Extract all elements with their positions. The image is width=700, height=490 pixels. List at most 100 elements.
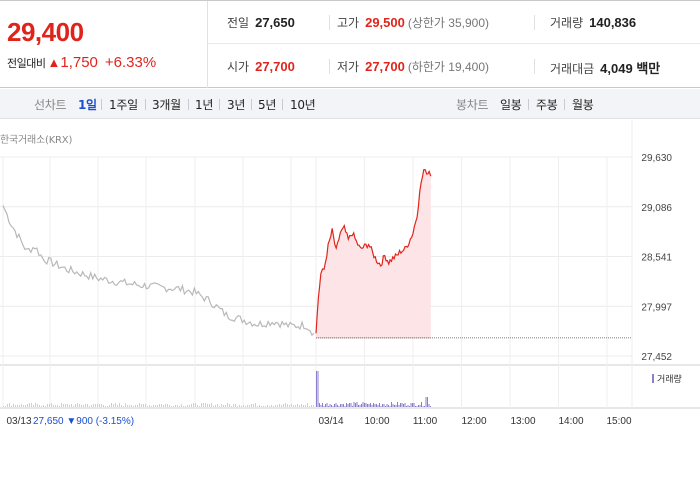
volume-bar (287, 404, 288, 407)
volume-bar (211, 403, 212, 407)
volume-bar (377, 405, 379, 407)
volume-bar (301, 404, 302, 407)
volume-bar (269, 406, 270, 407)
change-value: 1,750 (60, 54, 98, 71)
volume-bar (159, 404, 160, 407)
volume-bar (21, 404, 22, 407)
volume-bar (191, 404, 192, 407)
volume-bar (19, 405, 20, 407)
volume-bar (175, 405, 176, 407)
candle-weekly[interactable]: 주봉 (536, 98, 558, 112)
chart-period-bar: 선차트 1일 1주일 3개월 1년 3년 5년 10년 봉차트 일봉 주봉 월봉 (0, 89, 700, 119)
volume-bar (376, 404, 377, 407)
volume-bar (259, 405, 260, 407)
volume-bar (410, 403, 412, 407)
candle-daily[interactable]: 일봉 (500, 98, 522, 112)
volume-bar (275, 405, 276, 407)
change-percent: +6.33% (104, 54, 157, 71)
volume-bar (29, 403, 30, 407)
volume-bar (197, 405, 198, 407)
volume-bar (316, 371, 317, 407)
volume-bar (17, 405, 18, 407)
volume-bar (277, 405, 278, 407)
volume-bar (428, 404, 430, 407)
volume-bar (334, 404, 335, 407)
volume-bar (261, 406, 262, 407)
volume-bar (55, 405, 56, 407)
volume-bar (129, 405, 130, 407)
volume-bar (43, 405, 44, 407)
volume-bar (392, 404, 394, 407)
volume-bar (139, 403, 140, 407)
period-5years[interactable]: 5년 (258, 98, 277, 112)
volume-bar (320, 405, 322, 407)
volume-bar (109, 405, 110, 407)
volume-bar (155, 405, 156, 407)
volume-bar (91, 405, 92, 407)
volume-bar (53, 405, 54, 407)
volume-bar (11, 406, 12, 407)
stat-low: 저가 27,700 (하한가 19,400) (337, 59, 490, 74)
volume-bar (151, 406, 152, 407)
volume-bar (173, 406, 174, 407)
volume-bar (413, 403, 415, 407)
volume-bar (167, 404, 168, 407)
volume-bar (31, 403, 32, 407)
volume-bar (169, 405, 170, 407)
x-tick-label: 14:00 (558, 416, 583, 427)
y-tick-label: 28,541 (641, 253, 672, 264)
volume-bar (395, 405, 397, 407)
volume-bar (340, 404, 341, 407)
volume-bar (346, 403, 347, 407)
volume-bar (297, 404, 298, 407)
volume-bar (161, 404, 162, 407)
y-tick-label: 27,452 (641, 352, 672, 363)
volume-bar (374, 404, 376, 407)
period-1week[interactable]: 1주일 (109, 98, 138, 112)
volume-bar (364, 403, 365, 407)
volume-bar (415, 406, 416, 407)
volume-bar (235, 404, 236, 407)
period-3years[interactable]: 3년 (227, 98, 246, 112)
volume-bar (422, 406, 424, 407)
volume-bar (59, 406, 60, 407)
volume-bar (338, 406, 340, 407)
axis-labels: 29,630 29,086 28,541 27,997 27,452 03/13 03/14… (6, 153, 681, 427)
x-tick-label: 11:00 (413, 416, 438, 427)
period-1year[interactable]: 1년 (195, 98, 214, 112)
volume-bar (403, 404, 404, 407)
volume-bar (189, 405, 190, 407)
volume-bar (404, 403, 406, 407)
volume-bar (253, 404, 254, 407)
period-10years[interactable]: 10년 (290, 98, 316, 112)
volume-bar (79, 404, 80, 407)
volume-bar (265, 406, 266, 407)
period-3months[interactable]: 3개월 (152, 98, 181, 112)
volume-bar (67, 404, 68, 407)
volume-bar (293, 405, 294, 407)
volume-bar (63, 404, 64, 407)
y-tick-label: 27,997 (641, 302, 672, 313)
volume-bar (95, 404, 96, 407)
volume-bar (117, 405, 118, 407)
period-1day[interactable]: 1일 (78, 98, 97, 112)
volume-bar (365, 403, 367, 407)
volume-bar (281, 405, 282, 407)
candle-monthly[interactable]: 월봉 (572, 98, 594, 112)
volume-bar (201, 403, 202, 407)
volume-bar (367, 404, 368, 407)
volume-bar (323, 406, 325, 407)
quote-summary: 29,400 전일대비 ▲1,750 +6.33% 전일 27,650 고가 29,50… (0, 0, 700, 88)
volume-bar (370, 403, 371, 407)
volume-bar (57, 405, 58, 407)
volume-bar (347, 404, 349, 407)
series-line-today (315, 168, 432, 334)
volume-bar (89, 406, 90, 407)
volume-bar (383, 404, 385, 407)
volume-bar (343, 404, 344, 407)
volume-bar (239, 405, 240, 407)
volume-bar (99, 404, 100, 407)
prev-day-caption: 27,650 ▼900 (-3.15%) (33, 416, 134, 427)
volume-bar (113, 404, 114, 407)
volume-bar (283, 404, 284, 407)
